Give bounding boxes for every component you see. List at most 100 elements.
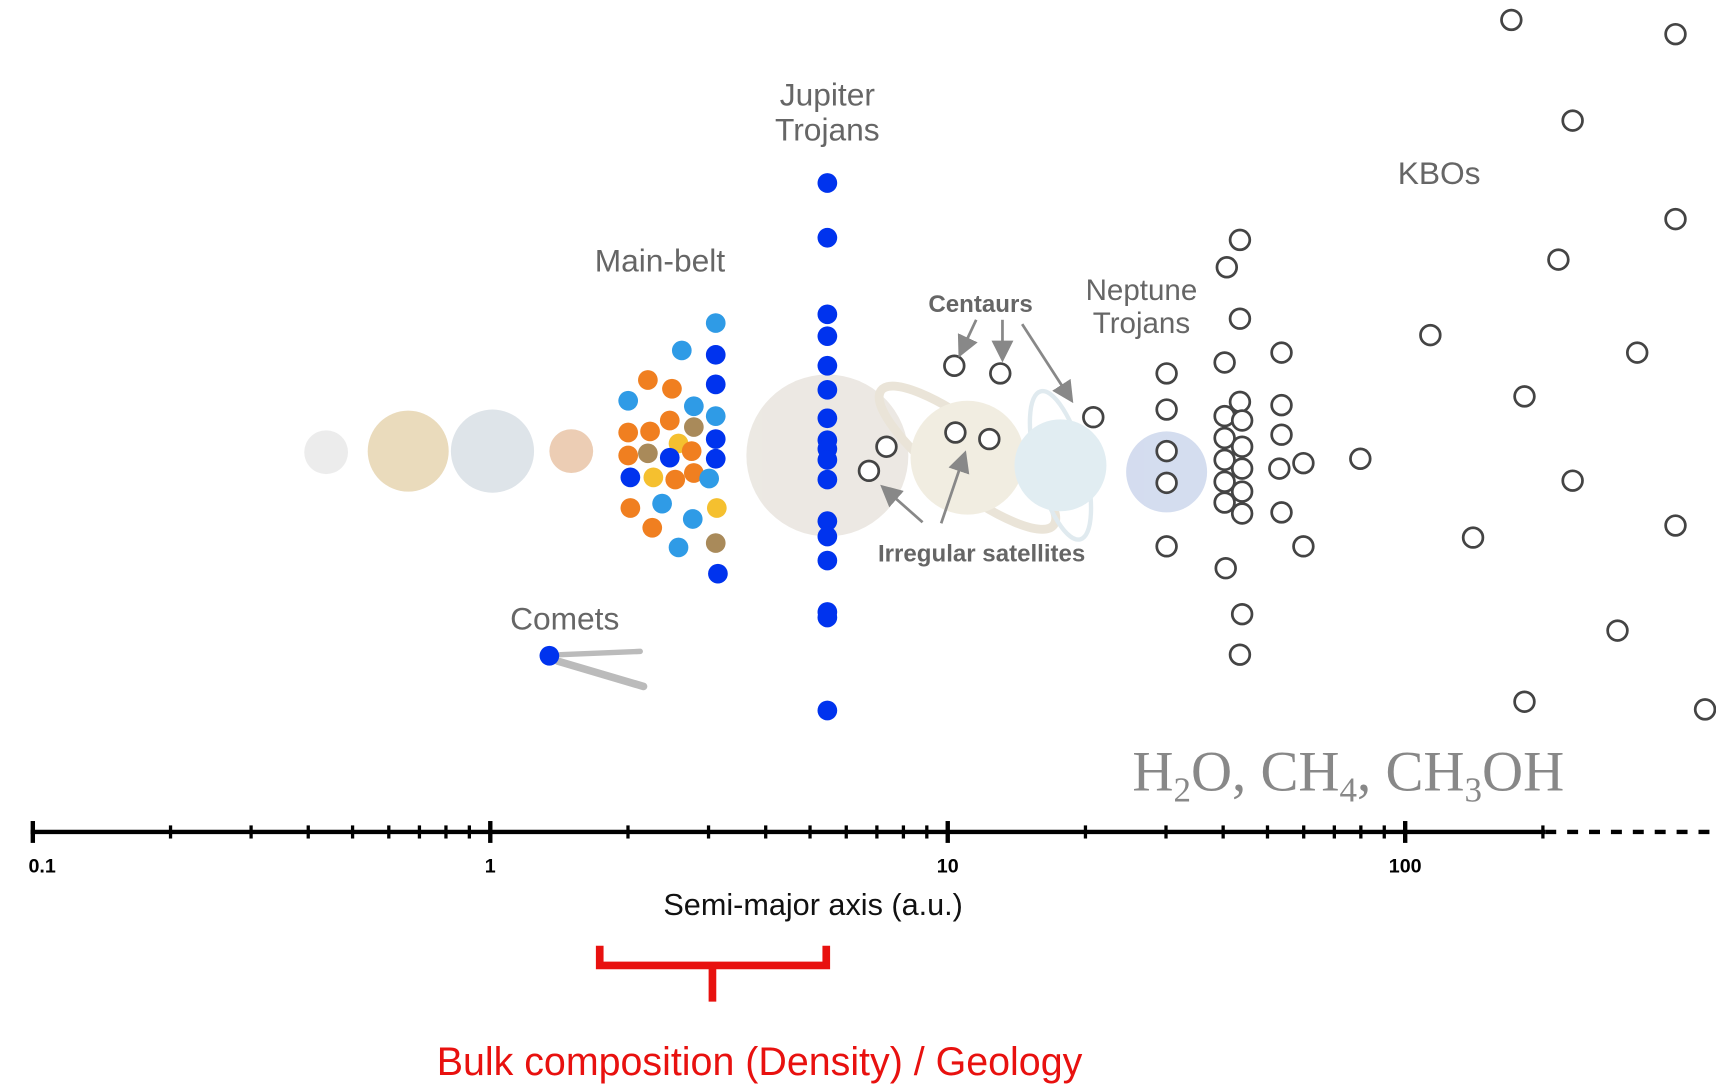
formula: H2O, CH4, CH3OH xyxy=(1132,740,1564,809)
jupiter-trojan xyxy=(818,450,838,470)
asteroid xyxy=(684,396,704,416)
asteroid xyxy=(638,443,658,463)
icy-body xyxy=(1232,411,1252,431)
comet xyxy=(540,646,560,666)
jupiter-trojan xyxy=(818,527,838,547)
icy-body xyxy=(1515,692,1535,712)
jupiter-trojan xyxy=(818,408,838,428)
asteroid xyxy=(618,391,638,411)
icy-body xyxy=(1232,437,1252,457)
icy-body xyxy=(1563,471,1583,491)
label: Main-belt xyxy=(595,243,726,279)
annotation: Bulk composition (Density) / Geology xyxy=(437,1040,1083,1084)
asteroid xyxy=(706,533,726,553)
icy-body xyxy=(859,461,879,481)
icy-body xyxy=(1232,459,1252,479)
icy-body xyxy=(1294,453,1314,473)
asteroid xyxy=(706,375,726,395)
jupiter-trojan xyxy=(818,470,838,490)
icy-body xyxy=(1157,473,1177,493)
icy-body xyxy=(1232,504,1252,524)
icy-body xyxy=(1083,407,1103,427)
icy-body xyxy=(1230,309,1250,329)
icy-body xyxy=(1272,425,1292,445)
jupiter-trojan xyxy=(818,380,838,400)
icy-body xyxy=(1269,459,1289,479)
tick-label: 1 xyxy=(485,855,496,877)
icy-body xyxy=(946,423,966,443)
subscript: 3 xyxy=(1465,770,1483,809)
asteroid xyxy=(706,345,726,365)
icy-body xyxy=(1272,395,1292,415)
asteroid xyxy=(706,449,726,469)
comet-tail xyxy=(558,651,643,686)
venus xyxy=(368,411,449,492)
uranus xyxy=(1014,419,1106,511)
asteroid xyxy=(638,370,658,390)
mars xyxy=(549,429,593,473)
asteroid xyxy=(640,422,660,442)
asteroid xyxy=(672,341,692,361)
axis-title: Semi-major axis (a.u.) xyxy=(663,888,963,922)
asteroid xyxy=(669,538,689,558)
icy-body xyxy=(1666,516,1686,536)
formula-part: O, CH xyxy=(1191,740,1340,803)
icy-body xyxy=(1157,400,1177,420)
icy-body xyxy=(1232,482,1252,502)
icy-body xyxy=(1421,325,1441,345)
asteroid xyxy=(683,509,703,529)
formula-part: H xyxy=(1132,740,1173,803)
asteroid xyxy=(642,518,662,538)
icy-body xyxy=(990,364,1010,384)
icy-body xyxy=(1695,700,1715,720)
label: Centaurs xyxy=(928,291,1032,318)
label-line: Neptune xyxy=(1086,274,1198,307)
jupiter-trojan xyxy=(818,326,838,346)
diagram: Jupiter Trojans Main-belt Comets Centaur… xyxy=(0,0,1716,1085)
icy-body xyxy=(1549,250,1569,270)
asteroid xyxy=(660,411,680,431)
icy-body xyxy=(1563,111,1583,131)
page: Jupiter Trojans Main-belt Comets Centaur… xyxy=(0,0,1716,1085)
asteroid xyxy=(706,313,726,333)
earth xyxy=(451,410,534,493)
asteroid xyxy=(699,469,719,489)
asteroid xyxy=(621,468,641,488)
icy-body xyxy=(1272,503,1292,523)
icy-body xyxy=(1157,364,1177,384)
icy-body xyxy=(1230,230,1250,250)
asteroid xyxy=(621,498,641,518)
icy-body xyxy=(1608,621,1628,641)
label-line: Jupiter xyxy=(780,76,876,112)
jupiter-trojan xyxy=(818,228,838,248)
icy-body xyxy=(1502,10,1522,30)
saturn xyxy=(911,401,1025,515)
asteroid xyxy=(652,494,672,514)
icy-body xyxy=(1350,449,1370,469)
brace xyxy=(600,946,827,1002)
jupiter-trojan xyxy=(818,304,838,324)
asteroid xyxy=(665,470,685,490)
subscript: 4 xyxy=(1340,770,1358,809)
asteroid xyxy=(707,498,727,518)
label: KBOs xyxy=(1398,155,1481,191)
icy-body xyxy=(1666,209,1686,229)
asteroid xyxy=(644,468,664,488)
axis: 0.1110100 xyxy=(28,821,1716,877)
label-line: Trojans xyxy=(1093,307,1190,340)
objects xyxy=(540,10,1715,720)
label-line: Trojans xyxy=(775,111,880,147)
icy-body xyxy=(1215,353,1235,373)
icy-body xyxy=(877,437,897,457)
asteroid xyxy=(708,564,728,584)
icy-body xyxy=(1515,387,1535,407)
icy-body xyxy=(1157,441,1177,461)
asteroid xyxy=(706,406,726,426)
icy-body xyxy=(1217,257,1237,277)
label: Irregular satellites xyxy=(878,541,1085,568)
icy-body xyxy=(944,356,964,376)
icy-body xyxy=(979,429,999,449)
asteroid xyxy=(618,423,638,443)
tick-label: 100 xyxy=(1389,855,1422,877)
subscript: 2 xyxy=(1173,770,1191,809)
